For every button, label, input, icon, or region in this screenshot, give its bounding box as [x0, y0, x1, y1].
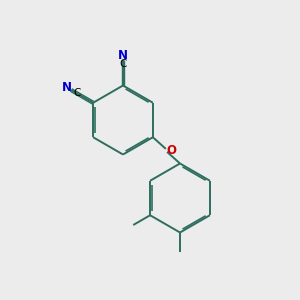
Text: C: C: [119, 58, 127, 69]
Text: C: C: [73, 88, 81, 98]
Text: N: N: [118, 49, 128, 62]
Text: N: N: [61, 81, 72, 94]
Text: O: O: [167, 144, 177, 157]
